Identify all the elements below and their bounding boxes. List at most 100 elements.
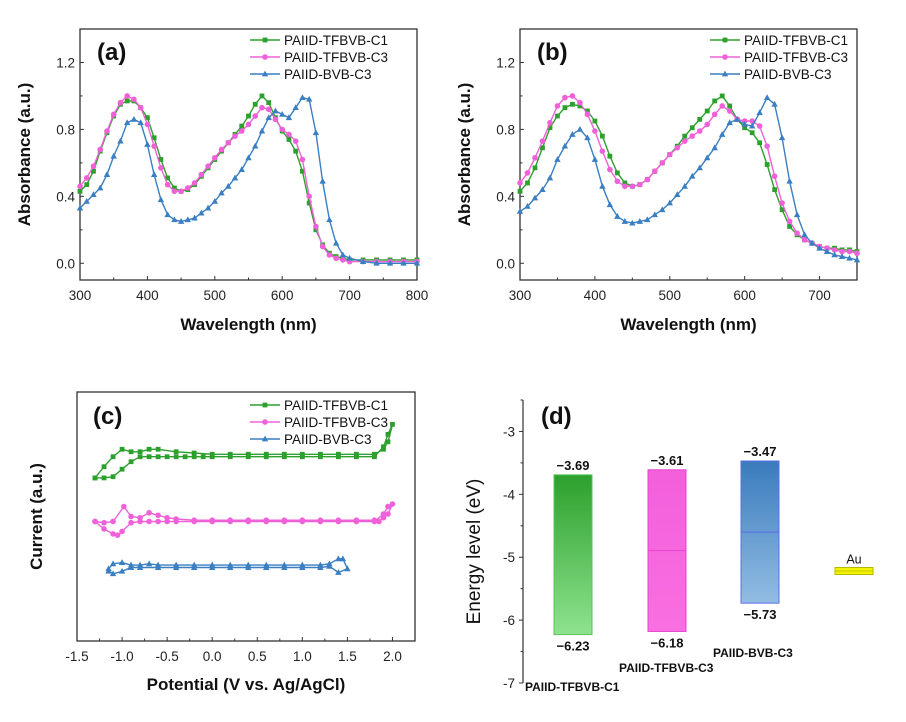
data-point [373,259,380,266]
data-point [286,131,292,138]
x-tick-label: 400 [584,288,607,303]
data-point [110,152,117,159]
data-point [263,517,270,524]
data-point [569,93,576,99]
data-point [191,454,197,460]
data-point [119,466,125,472]
data-point [666,199,673,206]
data-point [726,108,733,114]
data-point [124,93,130,99]
data-point [584,111,591,118]
data-point [577,103,583,109]
data-point [97,146,104,153]
data-point [666,151,673,158]
data-point [110,531,116,537]
data-point [607,153,613,159]
data-point [317,454,323,460]
data-point [719,93,725,99]
y-axis-label: Energy level (eV) [464,479,485,625]
legend-marker [262,37,268,43]
panel-a: 300 400 500 600 700 800 0.0 0.4 0.8 1.2 Wavelength… [15,28,429,334]
data-point [146,454,152,460]
data-point [209,561,216,568]
legend-label: PAIID-BVB-C3 [284,432,372,447]
data-point [339,555,347,562]
data-point [83,197,90,204]
data-point [171,188,178,195]
data-point [696,164,703,171]
data-point [779,207,785,213]
panel-c: -1.5 -1.0 -0.5 0.0 0.5 1.0 1.5 2.0 Potential (V … [27,391,416,694]
data-point [190,561,198,568]
data-point [299,561,306,568]
data-point [344,565,351,572]
data-point [173,516,179,522]
bar-PAIID-TFBVB-C1: −3.69 −6.23 PAIID-TFBVB-C1 [525,458,620,694]
data-point [155,446,161,452]
data-point [114,532,121,538]
data-point [539,186,546,193]
data-point [697,116,703,122]
data-point [266,100,272,106]
data-point [104,128,110,134]
data-point [547,119,553,126]
data-point [385,431,391,437]
x-tick-label: 800 [406,288,429,303]
data-point [258,127,266,134]
data-point [335,454,341,460]
lumo-label: −3.69 [557,458,590,473]
data-point [299,451,305,457]
data-point [145,115,150,121]
data-point [517,188,523,194]
data-point [376,518,382,525]
data-point [539,138,546,144]
x-tick-label: -0.5 [156,649,179,664]
data-point [689,133,696,139]
x-tick-label: 400 [136,288,159,303]
y-tick-label: 1.2 [496,55,515,70]
data-point [123,119,131,126]
y-tick-label: 0.0 [56,256,75,271]
data-point [719,131,726,137]
series-PAIID-BVB-C3 [76,94,421,266]
data-point [252,113,259,119]
data-point [831,247,838,253]
y-axis-label: Absorbance (a.u.) [15,83,34,227]
data-point [711,144,718,151]
data-point [390,421,395,427]
series-PAIID-TFBVB-C1 [77,93,420,263]
data-point [239,123,245,129]
data-point [555,113,560,119]
data-point [151,143,157,149]
data-point [346,254,353,261]
homo-label: −5.73 [744,607,777,622]
data-point [263,454,269,460]
data-point [681,138,688,144]
x-tick-label: 1.0 [293,649,312,664]
data-point [101,526,107,532]
data-point [245,121,252,128]
data-point [225,139,232,146]
data-point [252,142,259,149]
data-point [110,454,116,460]
data-point [854,250,860,257]
data-point [326,216,333,223]
data-point [689,172,696,179]
data-point [90,163,97,170]
data-point [531,194,539,201]
x-tick-label: 2.0 [383,649,402,664]
data-point [764,143,770,149]
data-point [92,518,98,525]
data-point [124,98,130,104]
data-point [103,171,111,177]
legend-marker [262,402,268,408]
legend-marker [262,54,268,60]
data-point [757,140,763,146]
legend-marker [722,54,728,60]
data-point [644,216,651,223]
x-tick-label: 600 [271,288,294,303]
legend-label: PAIID-TFBVB-C1 [284,398,388,413]
data-point [171,185,177,191]
data-point [191,180,198,186]
